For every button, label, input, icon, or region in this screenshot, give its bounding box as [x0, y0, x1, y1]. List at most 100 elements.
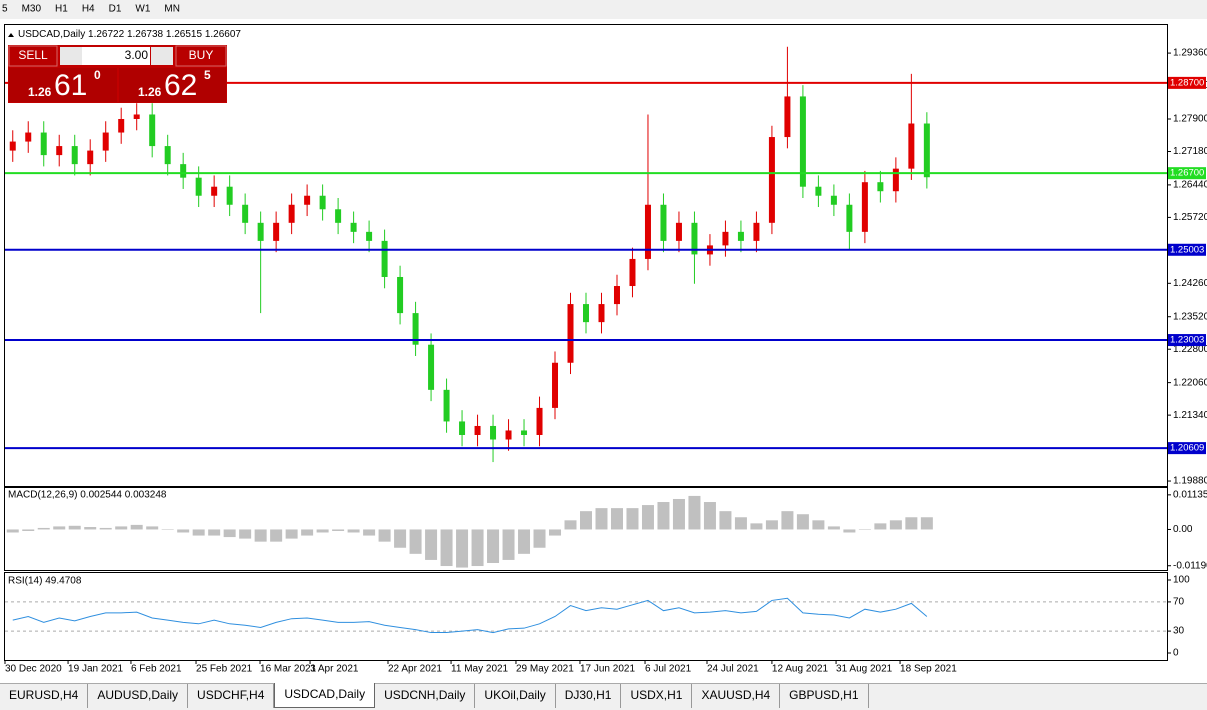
candle-body: [768, 137, 775, 223]
chart-tab[interactable]: XAUUSD,H4: [692, 684, 781, 708]
candle-body: [892, 168, 899, 192]
candle-body: [722, 231, 729, 246]
rsi-frame: [4, 572, 1168, 661]
ask-box[interactable]: [119, 68, 226, 102]
y-tick-label: 0.01135: [1173, 489, 1207, 500]
macd-bar: [827, 526, 840, 530]
level-tag: [1168, 442, 1206, 455]
candle-body: [288, 204, 295, 223]
timeframe-button[interactable]: D1: [109, 4, 122, 15]
buy-label: BUY: [189, 48, 214, 62]
candle-body: [861, 182, 868, 232]
macd-bar: [858, 529, 871, 530]
macd-bar: [781, 511, 794, 530]
macd-bar: [254, 529, 267, 542]
candle-body: [459, 421, 466, 435]
chart-tab[interactable]: USDCAD,Daily: [274, 683, 376, 708]
macd-bar: [6, 529, 19, 533]
macd-bar: [595, 508, 608, 530]
x-tick-label: 25 Feb 2021: [196, 664, 253, 675]
ask-big: 1.26: [138, 85, 162, 99]
candle-body: [397, 276, 404, 314]
macd-bar: [270, 529, 283, 542]
candle-body: [428, 344, 435, 390]
macd-bar: [796, 514, 809, 530]
buy-button[interactable]: [175, 45, 227, 67]
bid-pips: 61: [54, 69, 87, 102]
macd-bar: [518, 529, 531, 554]
chart-tab[interactable]: EURUSD,H4: [0, 684, 89, 708]
macd-bar: [208, 529, 221, 536]
y-tick-label: 1.26440: [1173, 180, 1207, 191]
macd-bar: [657, 502, 670, 530]
x-tick-label: 16 Mar 2021: [260, 664, 317, 675]
indicator-title: RSI(14) 49.4708: [8, 576, 82, 587]
timeframe-button[interactable]: W1: [135, 4, 150, 15]
x-tick-label: 19 Jan 2021: [68, 664, 123, 675]
x-tick-label: 31 Aug 2021: [836, 664, 893, 675]
macd-bar: [610, 508, 623, 530]
timeframe-button[interactable]: H4: [82, 4, 95, 15]
chart-tab[interactable]: USDCNH,Daily: [375, 684, 476, 708]
x-tick-label: 3 Apr 2021: [310, 664, 359, 675]
timeframe-button[interactable]: MN: [164, 4, 180, 15]
y-tick-label: 1.22060: [1173, 377, 1207, 388]
chart-tab[interactable]: AUDUSD,Daily: [88, 684, 189, 708]
candle-body: [753, 222, 760, 241]
x-tick-label: 11 May 2021: [451, 664, 509, 675]
candle-body: [923, 123, 930, 178]
timeframe-button[interactable]: 5: [2, 4, 8, 15]
level-label: 1.23003: [1170, 335, 1204, 346]
candle-body: [908, 123, 915, 169]
candle-body: [71, 146, 78, 165]
y-tick-label: 1.19880: [1173, 476, 1207, 487]
macd-bar: [487, 529, 500, 563]
level-label: 1.20609: [1170, 443, 1204, 454]
macd-bar: [22, 529, 35, 531]
price-frame: [4, 24, 1168, 487]
chart-tab[interactable]: USDX,H1: [621, 684, 693, 708]
timeframe-button[interactable]: M30: [22, 4, 42, 15]
chart-tab[interactable]: DJ30,H1: [556, 684, 622, 708]
macd-bar: [332, 529, 345, 531]
macd-bar: [99, 527, 112, 530]
bid-big: 1.26: [28, 85, 52, 99]
y-tick-label: 1.27180: [1173, 146, 1207, 157]
candle-body: [691, 222, 698, 255]
chart-tab[interactable]: UKOil,Daily: [475, 684, 556, 708]
lot-down[interactable]: [60, 47, 82, 65]
macd-bar: [37, 527, 50, 530]
candle-body: [505, 430, 512, 440]
collapse-icon[interactable]: [8, 33, 14, 37]
candle-body: [195, 177, 202, 196]
lot-up[interactable]: [151, 47, 173, 65]
x-tick-label: 6 Feb 2021: [131, 664, 182, 675]
candle-body: [815, 186, 822, 196]
macd-bar: [920, 517, 933, 530]
macd-bar: [750, 523, 763, 530]
sell-button[interactable]: [8, 45, 58, 67]
toolbar: [0, 0, 1207, 19]
indicator-title: MACD(12,26,9) 0.002544 0.003248: [8, 490, 167, 501]
x-tick-label: 29 May 2021: [516, 664, 574, 675]
chart-tab[interactable]: GBPUSD,H1: [780, 684, 869, 708]
level-tag: [1168, 76, 1206, 89]
level-tag: [1168, 243, 1206, 256]
timeframe-button[interactable]: H1: [55, 4, 68, 15]
symbol: USDCAD,Daily: [18, 29, 85, 40]
rsi-line: [12, 597, 928, 634]
macd-bar: [672, 498, 685, 530]
macd-bar: [812, 520, 825, 530]
x-tick-label: 6 Jul 2021: [645, 664, 692, 675]
macd-bar: [378, 529, 391, 542]
candle-body: [567, 304, 574, 363]
macd-bar: [223, 529, 236, 538]
chart-tabs: EURUSD,H4 AUDUSD,Daily USDCHF,H4 USDCAD,Dai…: [0, 683, 1207, 710]
bid-box[interactable]: [9, 68, 117, 102]
x-tick-label: 12 Aug 2021: [772, 664, 829, 675]
chart-tab[interactable]: USDCHF,H4: [188, 684, 275, 708]
lot-input[interactable]: [82, 47, 150, 65]
level-tag: [1168, 334, 1206, 347]
candle-body: [257, 222, 264, 241]
